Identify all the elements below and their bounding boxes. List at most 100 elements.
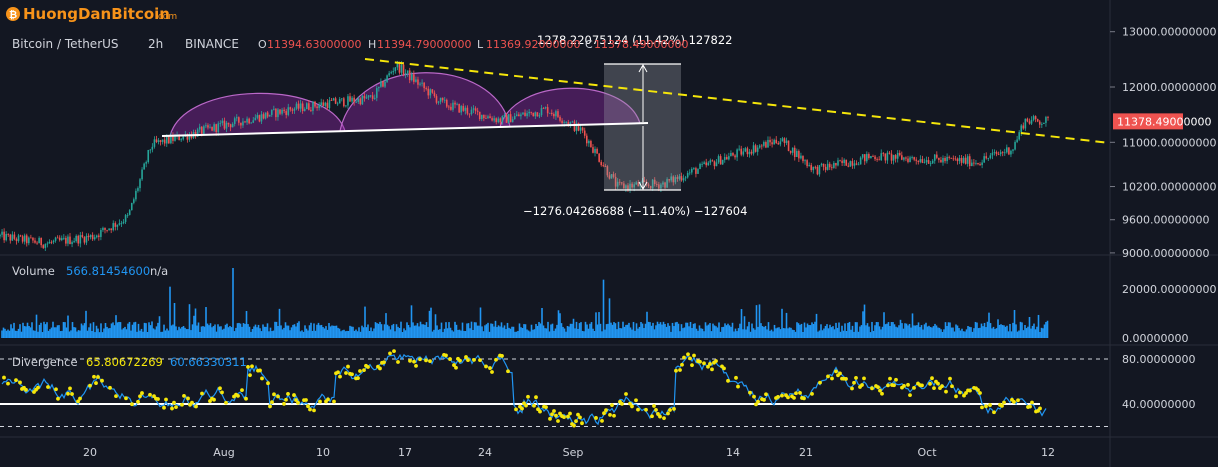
candle-body	[783, 138, 786, 144]
divergence-dot	[950, 384, 954, 389]
divergence-dot	[538, 409, 542, 414]
candle-body	[188, 134, 191, 140]
candle-body	[616, 181, 619, 187]
candle-body	[509, 114, 512, 123]
candle-body	[884, 153, 887, 161]
candle-body	[130, 202, 133, 211]
volume-legend[interactable]: Volume 566.81454600 n/a	[12, 264, 168, 278]
divergence-dot	[748, 390, 752, 395]
price-pane[interactable]	[0, 58, 1111, 252]
divergence-dot	[332, 399, 336, 404]
candle-body	[301, 103, 304, 112]
candle-body	[5, 234, 7, 241]
candle-body	[736, 149, 738, 158]
divergence-dot	[678, 368, 682, 372]
divergence-dot	[18, 380, 22, 385]
candle-body	[917, 160, 920, 162]
brand-logo[interactable]: ₿ HuongDanBitcoin .com	[6, 5, 177, 23]
candle-body	[944, 157, 946, 162]
divergence-dot	[2, 375, 6, 380]
candle-body	[410, 74, 413, 81]
divergence-dot	[6, 381, 10, 386]
candle-body	[571, 121, 574, 123]
candle-body	[513, 116, 516, 120]
candle-body	[546, 107, 549, 114]
candle-body	[697, 169, 699, 174]
candle-body	[485, 118, 487, 119]
divergence-dot	[244, 396, 248, 401]
candle-body	[353, 97, 355, 103]
price-tick-label: 13000.00000000	[1122, 26, 1216, 39]
candle-body	[664, 182, 666, 188]
divergence-dot	[1012, 399, 1016, 404]
candle-body	[882, 153, 885, 155]
divergence-dot	[722, 366, 726, 371]
divergence-dot	[954, 394, 958, 399]
divergence-dot	[156, 397, 160, 401]
candle-body	[534, 112, 537, 117]
candle-body	[378, 86, 380, 89]
candle-body	[264, 112, 267, 119]
divergence-dot	[1030, 400, 1034, 405]
candle-body	[133, 199, 135, 203]
candle-body	[606, 166, 609, 176]
divergence-dot	[650, 414, 654, 419]
symbol-name[interactable]: Bitcoin / TetherUS	[12, 37, 119, 51]
candle-body	[767, 139, 769, 148]
candle-body	[182, 136, 185, 140]
candle-body	[36, 242, 38, 244]
candle-body	[69, 236, 71, 245]
volume-tick-label: 0.00000000	[1122, 332, 1188, 345]
divergence-pane[interactable]	[0, 349, 1110, 428]
divergence-dot	[124, 396, 128, 401]
time-axis[interactable]: 20 Aug 10 17 24 Sep 14 21 Oct 12	[83, 446, 1055, 459]
candle-body	[635, 182, 638, 185]
candle-body	[816, 166, 819, 175]
candle-body	[408, 70, 411, 81]
volume-pane[interactable]	[1, 268, 1049, 338]
candle-body	[886, 152, 889, 161]
divergence-dot	[296, 400, 300, 405]
price-axis[interactable]: 13000.00000000 12000.00000000 11000.000000…	[1110, 26, 1216, 411]
candle-body	[303, 109, 306, 112]
divergence-dot	[180, 402, 184, 407]
interval-label[interactable]: 2h	[148, 37, 163, 51]
divergence-legend[interactable]: Divergence 65.80672269 60.66330311	[12, 355, 247, 369]
candle-body	[392, 71, 395, 73]
divergence-dot	[260, 376, 264, 381]
divergence-dot	[164, 397, 168, 402]
divergence-dot	[674, 368, 678, 373]
candle-body	[1028, 121, 1031, 124]
divergence-dot	[388, 351, 392, 356]
candle-body	[225, 122, 228, 129]
candle-body	[445, 99, 448, 107]
candle-body	[110, 228, 112, 231]
divergence-dot	[976, 388, 980, 392]
divergence-dot	[630, 404, 634, 409]
candle-body	[907, 158, 909, 163]
candle-body	[779, 141, 782, 145]
candle-body	[997, 154, 1000, 155]
candle-body	[11, 234, 14, 241]
candle-body	[1022, 125, 1025, 129]
divergence-dot	[818, 380, 822, 385]
divergence-dot	[248, 373, 252, 378]
divergence-dot	[172, 400, 176, 405]
candle-body	[124, 215, 127, 222]
candle-body	[625, 185, 627, 189]
candle-body	[28, 237, 30, 244]
candle-body	[812, 166, 815, 171]
symbol-legend[interactable]: Bitcoin / TetherUS 2h BINANCE O 11394.63…	[12, 37, 688, 51]
divergence-dot	[654, 407, 658, 412]
candle-body	[590, 140, 592, 148]
candle-body	[423, 82, 425, 89]
candle-body	[308, 103, 310, 110]
divergence-dot	[862, 376, 866, 381]
low-label: L	[477, 38, 484, 51]
time-tick-label: 10	[316, 446, 330, 459]
candle-body	[7, 234, 10, 235]
divergence-dot	[246, 364, 250, 369]
divergence-dot	[70, 392, 74, 396]
